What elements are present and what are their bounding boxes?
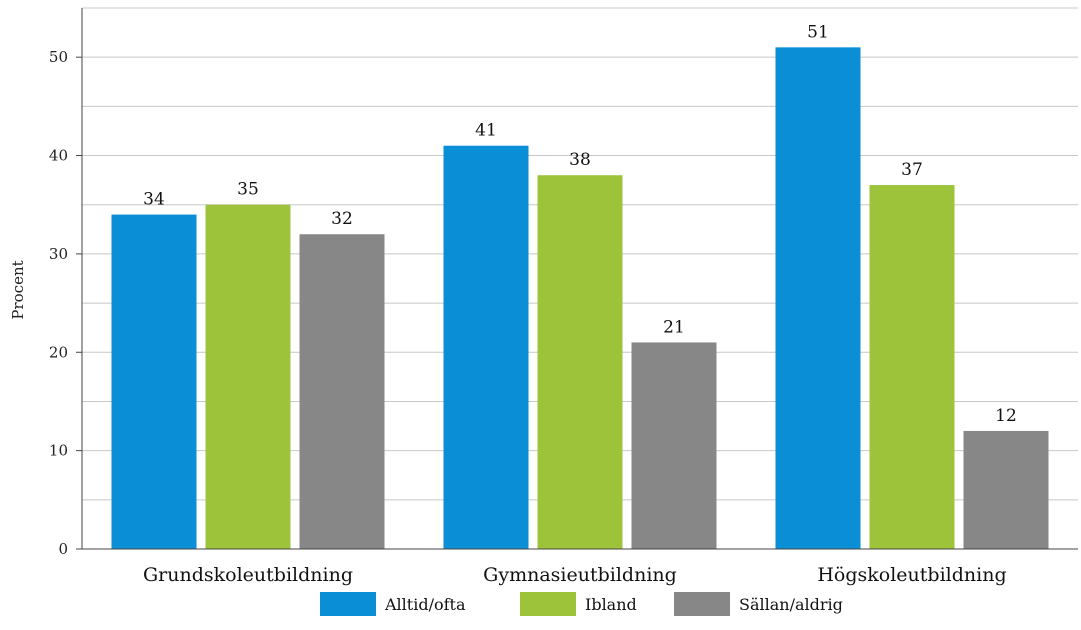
- y-tick-label: 30: [49, 245, 68, 263]
- bar: [299, 234, 385, 549]
- bar: [631, 342, 717, 549]
- bar: [869, 185, 955, 549]
- category-labels: Grundskoleutbildning Gymnasieutbildning Hö…: [143, 564, 1007, 586]
- bar: [775, 47, 861, 549]
- value-labels: 34 35 32 41 38 21 51 37 12: [143, 22, 1017, 426]
- bar-value-label: 37: [901, 160, 923, 180]
- bars: [111, 47, 1049, 549]
- category-label: Gymnasieutbildning: [483, 564, 677, 586]
- legend-swatch: [674, 592, 730, 616]
- legend-label: Sällan/aldrig: [739, 595, 843, 614]
- bar: [205, 204, 291, 549]
- y-tick-label: 40: [49, 147, 68, 165]
- bar: [537, 175, 623, 549]
- bar: [111, 214, 197, 549]
- y-tick-label: 10: [49, 442, 68, 460]
- y-tick-label: 0: [58, 540, 68, 558]
- bar-value-label: 12: [995, 406, 1017, 426]
- bar-value-label: 34: [143, 190, 165, 210]
- bar: [963, 430, 1049, 549]
- bar: [443, 145, 529, 549]
- bar-value-label: 35: [237, 180, 259, 200]
- y-tick-label: 50: [49, 48, 68, 66]
- bar-value-label: 38: [569, 150, 591, 170]
- y-tick-label: 20: [49, 343, 68, 361]
- legend-swatch: [320, 592, 376, 616]
- bar-value-label: 32: [331, 209, 353, 229]
- bar-value-label: 51: [807, 22, 829, 42]
- bar-value-label: 41: [475, 121, 497, 141]
- category-label: Högskoleutbildning: [817, 564, 1006, 586]
- legend-swatch: [520, 592, 576, 616]
- category-label: Grundskoleutbildning: [143, 564, 353, 586]
- legend-label: Ibland: [585, 595, 637, 614]
- legend: Alltid/ofta Ibland Sällan/aldrig: [320, 592, 843, 616]
- y-axis-title: Procent: [9, 260, 27, 319]
- y-axis-ticks: 0 10 20 30 40 50: [49, 48, 82, 558]
- bar-value-label: 21: [663, 317, 685, 337]
- legend-label: Alltid/ofta: [384, 595, 466, 614]
